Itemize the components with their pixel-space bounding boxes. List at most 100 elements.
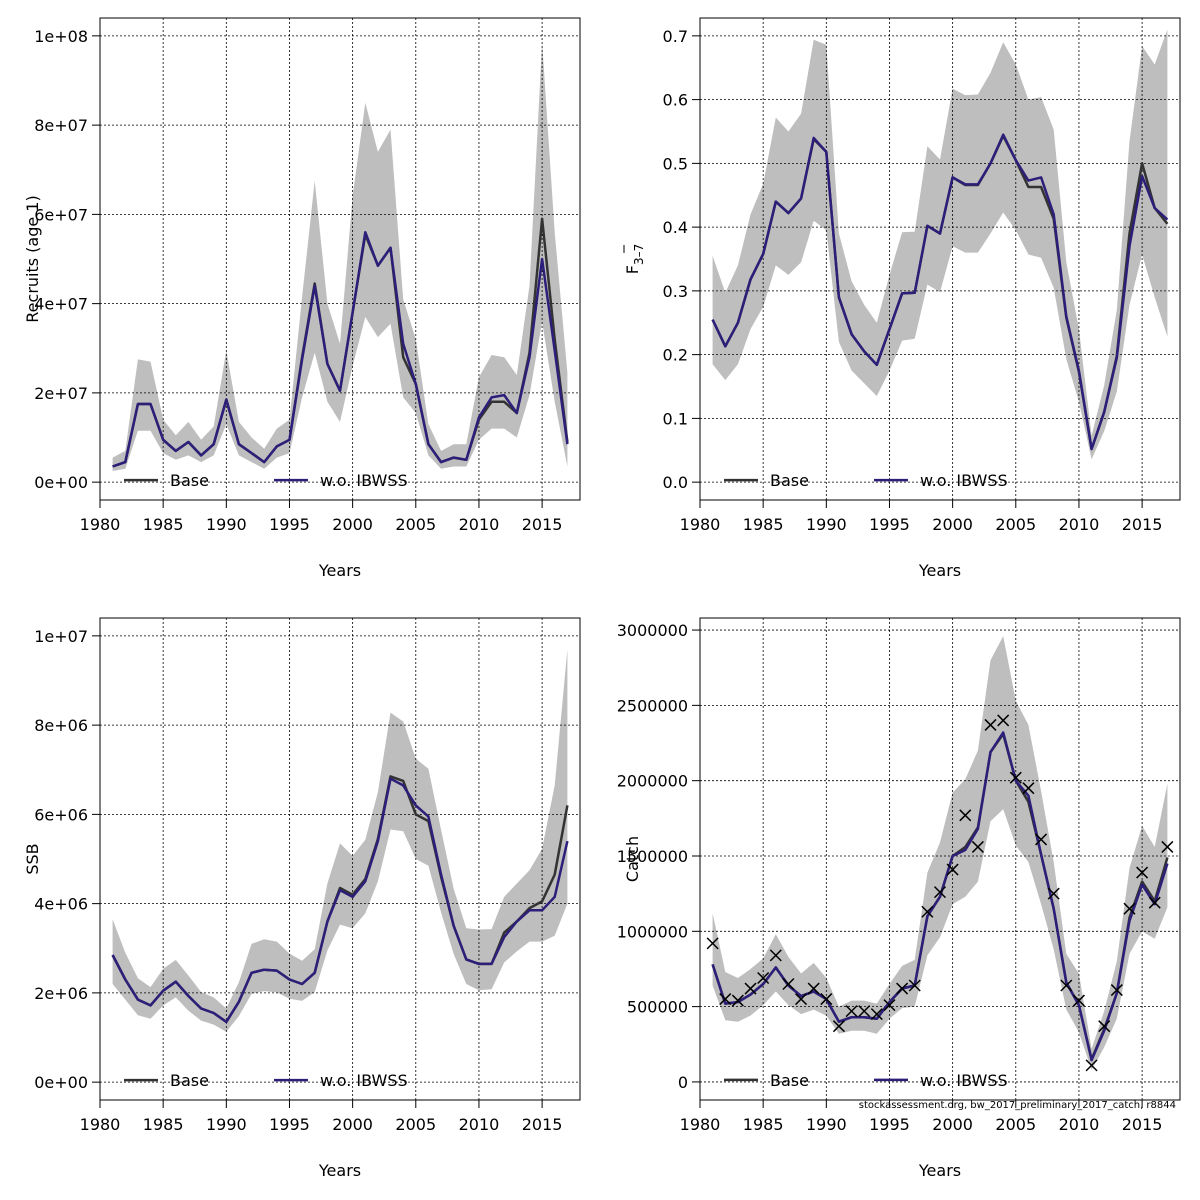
plot-frame — [699, 17, 1181, 501]
legend-label-base: Base — [770, 1071, 809, 1090]
observed-catch-point — [807, 982, 820, 995]
observed-catch-point — [1009, 771, 1022, 784]
x-tick-label: 1985 — [743, 1115, 784, 1134]
y-tick-label: 1500000 — [617, 847, 688, 866]
legend-label-wo-ibwss: w.o. IBWSS — [920, 471, 1008, 490]
x-tick-label: 2015 — [1122, 1115, 1163, 1134]
confidence-band — [112, 649, 568, 1032]
observed-catch-point — [1085, 1059, 1098, 1072]
x-axis-title: Years — [918, 561, 961, 580]
observed-catch-point — [1035, 833, 1048, 846]
x-tick-label: 2000 — [332, 1115, 373, 1134]
y-tick-label: 6e+07 — [34, 205, 88, 224]
legend-label-wo-ibwss: w.o. IBWSS — [920, 1071, 1008, 1090]
y-tick-label: 0e+00 — [34, 1073, 88, 1092]
x-tick-label: 1995 — [869, 515, 910, 534]
observed-catch-point — [1110, 984, 1123, 997]
x-tick-label: 2005 — [395, 1115, 436, 1134]
x-tick-label: 1995 — [269, 1115, 310, 1134]
x-tick-label: 1980 — [80, 515, 121, 534]
x-tick-label: 2005 — [995, 1115, 1036, 1134]
series-line-wo-ibwss — [711, 731, 1169, 1062]
x-tick-label: 2000 — [332, 515, 373, 534]
observed-catch-point — [984, 718, 997, 731]
observed-catch-point — [1047, 887, 1060, 900]
series-line-wo-ibwss — [711, 133, 1169, 451]
y-tick-label: 0.0 — [663, 473, 688, 492]
catch-panel: 1980 1985 1990 1995 2000 2005 2010 2015 0 500000 1… — [617, 617, 1181, 1180]
observed-catch-point — [782, 977, 795, 991]
observed-catch-point — [959, 809, 972, 822]
confidence-band — [712, 29, 1168, 460]
x-tick-label: 1980 — [680, 1115, 721, 1134]
observed-catch-point — [921, 905, 934, 918]
observed-catch-point — [845, 1005, 858, 1018]
observed-catch-point — [896, 982, 909, 995]
y-tick-label: 0e+00 — [34, 473, 88, 492]
observed-catch-point — [933, 886, 947, 899]
legend-label-wo-ibwss: w.o. IBWSS — [320, 471, 408, 490]
y-tick-label: 0.2 — [663, 346, 688, 365]
plot-frame — [699, 617, 1181, 1101]
y-tick-label: 1e+08 — [34, 27, 88, 46]
x-tick-label: 2005 — [395, 515, 436, 534]
observed-catch-point — [820, 993, 833, 1006]
ssb-panel: 1980 1985 1990 1995 2000 2005 2010 2015 0e+00 2e+… — [23, 617, 581, 1180]
x-tick-label: 1995 — [269, 515, 310, 534]
x-tick-label: 1980 — [80, 1115, 121, 1134]
observed-catch-point — [731, 994, 744, 1007]
x-tick-label: 1990 — [806, 1115, 847, 1134]
x-tick-label: 1985 — [143, 515, 184, 534]
y-tick-label: 0.5 — [663, 154, 688, 173]
footnote: stockassessment.org, bw_2017_preliminary… — [859, 1100, 1176, 1111]
y-tick-label: 6e+06 — [34, 805, 88, 824]
confidence-band — [712, 636, 1168, 1070]
legend-label-wo-ibwss: w.o. IBWSS — [320, 1071, 408, 1090]
y-axis-title: F3–7 — [623, 244, 646, 274]
observed-catch-point — [971, 840, 984, 853]
observed-catch-point — [997, 714, 1010, 727]
y-tick-label: 1e+07 — [34, 627, 88, 646]
y-tick-label: 0 — [678, 1073, 688, 1092]
observed-catch-point — [719, 993, 732, 1006]
fishing-mortality-panel: 1980 1985 1990 1995 2000 2005 2010 2015 0.0 0.1 0.… — [623, 17, 1181, 580]
x-tick-label: 1990 — [206, 515, 247, 534]
x-tick-label: 2010 — [1059, 1115, 1100, 1134]
x-tick-label: 1995 — [869, 1115, 910, 1134]
x-axis-title: Years — [318, 561, 361, 580]
x-axis-title: Years — [918, 1161, 961, 1180]
x-tick-label: 1985 — [143, 1115, 184, 1134]
legend-label-base: Base — [170, 1071, 209, 1090]
x-tick-label: 1980 — [680, 515, 721, 534]
observed-catch-point — [908, 979, 921, 992]
y-axis-title: Catch — [623, 836, 642, 882]
legend-label-base: Base — [170, 471, 209, 490]
observed-catch-point — [1098, 1020, 1111, 1033]
x-tick-label: 2015 — [522, 1115, 563, 1134]
observed-catch-point — [1123, 902, 1136, 915]
series-line-wo-ibwss — [112, 230, 569, 468]
x-tick-label: 2015 — [1122, 515, 1163, 534]
observed-catch-point — [744, 982, 757, 995]
y-tick-label: 2e+06 — [34, 984, 88, 1003]
y-tick-label: 0.1 — [663, 409, 688, 428]
y-axis-title: SSB — [23, 843, 42, 874]
y-tick-label: 2500000 — [617, 696, 688, 715]
x-tick-label: 2010 — [459, 515, 500, 534]
observed-catch-point — [1072, 994, 1085, 1007]
legend-label-base: Base — [770, 471, 809, 490]
y-tick-label: 8e+06 — [34, 716, 88, 735]
plot-frame — [99, 617, 581, 1101]
y-tick-label: 0.4 — [663, 218, 688, 237]
y-tick-label: 1000000 — [617, 922, 688, 941]
observed-catch-point — [769, 949, 782, 962]
y-tick-label: 4e+07 — [34, 295, 88, 314]
x-tick-label: 1990 — [206, 1115, 247, 1134]
x-axis-title: Years — [318, 1161, 361, 1180]
x-tick-label: 2015 — [522, 515, 563, 534]
series-line-wo-ibwss — [111, 777, 569, 1024]
y-tick-label: 0.7 — [663, 27, 688, 46]
observed-catch-point — [832, 1020, 845, 1033]
observed-catch-point — [795, 993, 808, 1006]
